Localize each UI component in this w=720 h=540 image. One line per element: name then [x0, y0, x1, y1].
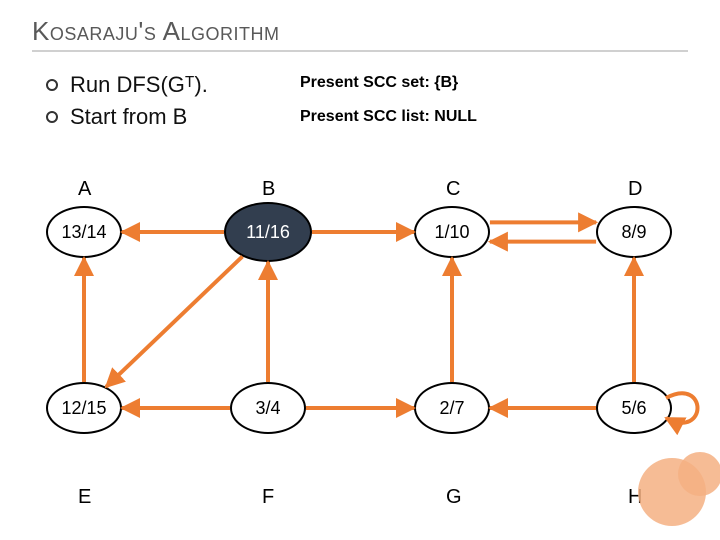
column-label-d: D — [628, 178, 642, 201]
scc-set-text: Present SCC set: {B} — [300, 74, 458, 92]
bullet-1-text: Run DFS(Gᵀ). — [70, 72, 208, 98]
node-a: 13/14 — [46, 206, 122, 258]
bullet-1: Run DFS(Gᵀ). — [46, 72, 208, 98]
page-title: Kosaraju's Algorithm — [32, 16, 279, 47]
column-label-f: F — [262, 486, 274, 509]
title-underline — [32, 50, 688, 52]
scc-list-text: Present SCC list: NULL — [300, 108, 477, 126]
node-f: 3/4 — [230, 382, 306, 434]
bullet-icon — [46, 111, 58, 123]
column-label-e: E — [78, 486, 91, 509]
node-c: 1/10 — [414, 206, 490, 258]
column-label-g: G — [446, 486, 462, 509]
column-label-b: B — [262, 178, 275, 201]
column-label-c: C — [446, 178, 460, 201]
bullet-icon — [46, 79, 58, 91]
bullet-2-text: Start from B — [70, 104, 187, 130]
node-h: 5/6 — [596, 382, 672, 434]
node-e: 12/15 — [46, 382, 122, 434]
bullet-2: Start from B — [46, 104, 187, 130]
node-g: 2/7 — [414, 382, 490, 434]
decor-circle-small — [678, 452, 720, 496]
column-label-a: A — [78, 178, 91, 201]
node-d: 8/9 — [596, 206, 672, 258]
node-b: 11/16 — [224, 202, 312, 262]
